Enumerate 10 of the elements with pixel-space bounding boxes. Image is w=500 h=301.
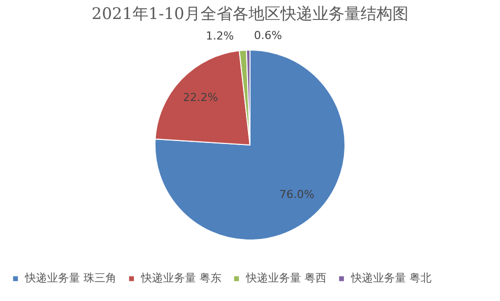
chart-title: 2021年1-10月全省各地区快递业务量结构图: [92, 4, 408, 24]
legend-label: 快递业务量 粤西: [245, 272, 326, 285]
legend-label: 快递业务量 粤东: [140, 272, 222, 285]
data-label: 76.0%: [279, 188, 314, 201]
legend-label: 快递业务量 粤北: [350, 272, 432, 285]
data-label: 22.2%: [182, 90, 218, 104]
pie-slice: [154, 50, 346, 240]
legend-label: 快递业务量 珠三角: [24, 272, 116, 285]
data-label: 0.6%: [254, 29, 282, 42]
data-label: 1.2%: [206, 29, 234, 42]
